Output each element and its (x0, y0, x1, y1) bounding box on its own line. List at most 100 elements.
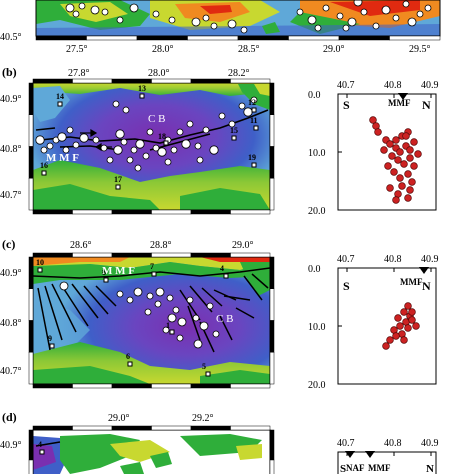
station-square-icon (223, 273, 229, 279)
epicenter-marker (168, 16, 176, 24)
panel-b-map: 14 13 12 11 18 15 16 17 19 C B M M F (28, 78, 275, 215)
epicenter-marker (167, 313, 177, 323)
epicenter-marker (210, 22, 218, 30)
station-number: 9 (48, 334, 52, 343)
hypocenter-marker (410, 162, 418, 170)
station-square-icon (49, 343, 55, 349)
epicenter-marker (157, 147, 167, 157)
station-square-icon (251, 162, 257, 168)
hypocenter-marker (382, 342, 390, 350)
station-number: 12 (248, 98, 256, 107)
hypocenter-marker (404, 170, 412, 178)
panel-c-faults (32, 267, 271, 353)
section-lat-tick: 40.8 (384, 438, 402, 449)
epicenter-marker (92, 136, 100, 144)
epicenter-marker (307, 15, 317, 25)
epicenter-marker (79, 133, 89, 143)
station-square-icon (205, 371, 211, 377)
station-number: 13 (138, 84, 146, 93)
hypocenter-marker (396, 322, 404, 330)
panel-b-stations: 14 13 12 11 18 15 16 17 19 (40, 84, 259, 190)
lon-tick-label: 28.2° (228, 68, 250, 79)
section-lat-tick: 40.7 (337, 80, 355, 91)
epicenter-marker (322, 4, 330, 12)
epicenter-marker (186, 296, 194, 304)
section-lat-tick: 40.8 (384, 254, 402, 265)
station-number: 16 (40, 161, 48, 170)
hypocenter-marker (412, 322, 420, 330)
hypocenter-marker (402, 132, 410, 140)
station-square-icon (139, 93, 145, 99)
panel-c-basin-label: C B (216, 313, 233, 325)
hypocenter-marker (400, 308, 408, 316)
panel-a-frame-bar (35, 35, 441, 41)
station-square-icon (253, 125, 259, 131)
hypocenter-marker (386, 336, 394, 344)
panel-b-section-north: N (422, 98, 431, 112)
epicenter-marker (342, 24, 350, 32)
lat-tick-label: 40.7° (0, 366, 22, 377)
epicenter-marker (130, 146, 138, 154)
hypocenter-marker (406, 146, 414, 154)
panel-d-section-fault-naf: NAF (346, 463, 365, 473)
panel-d-stations: 4 (38, 440, 45, 455)
epicenter-marker (135, 139, 145, 149)
hypocenter-marker (404, 324, 412, 332)
hypocenter-marker (398, 182, 406, 190)
epicenter-marker (177, 317, 187, 327)
lon-tick-label: 28.0° (148, 68, 170, 79)
section-depth-tick: 10.0 (308, 322, 326, 333)
epicenter-marker (164, 158, 172, 166)
panel-c-stations: 10 8 7 4 9 6 5 1 (36, 258, 229, 377)
epicenter-marker (196, 156, 204, 164)
epicenter-marker (243, 107, 253, 117)
panel-b-fault-label: M M F (46, 152, 79, 164)
station-square-icon (251, 107, 257, 113)
epicenter-marker (133, 287, 143, 297)
panel-d-frame-bar (28, 425, 275, 474)
section-depth-tick: 20.0 (308, 380, 326, 391)
station-number: 17 (114, 175, 122, 184)
station-square-icon (151, 271, 157, 277)
epicenter-marker (65, 3, 75, 13)
hypocenter-marker (394, 314, 402, 322)
epicenter-marker (191, 17, 201, 27)
epicenter-marker (154, 300, 162, 308)
panel-b-epicenters (35, 96, 258, 172)
epicenter-marker (90, 5, 100, 15)
epicenter-marker (372, 22, 380, 30)
lat-tick-label: 40.9° (0, 440, 22, 451)
hypocenter-marker (390, 168, 398, 176)
epicenter-marker (181, 139, 191, 149)
epicenter-marker (407, 17, 417, 27)
panel-c-section: 40.7 40.8 40.9 0.0 10.0 20.0 S N MMF (308, 254, 439, 391)
station-square-icon (103, 277, 109, 283)
hypocenter-marker (392, 332, 400, 340)
section-lat-tick: 40.9 (421, 438, 439, 449)
hypocenter-marker (386, 184, 394, 192)
lon-tick-label: 29.0° (232, 240, 254, 251)
epicenter-marker (360, 8, 368, 16)
panel-d-section-south: S (340, 463, 346, 474)
epicenter-marker (122, 106, 130, 114)
epicenter-marker (199, 321, 209, 331)
station-number: 6 (126, 352, 130, 361)
epicenter-marker (176, 128, 184, 136)
epicenter-marker (186, 120, 194, 128)
hypocenter-marker (408, 178, 416, 186)
epicenter-marker (402, 0, 410, 8)
station-number: 11 (250, 116, 258, 125)
hypocenter-marker (384, 162, 392, 170)
panel-b-section-fault: MMF (388, 98, 411, 108)
hypocenter-marker (386, 140, 394, 148)
epicenter-marker (162, 326, 170, 334)
panel-b-frame-bar (28, 78, 275, 215)
panel-b-fault-marker-icon (398, 93, 408, 100)
station-square-icon (57, 101, 63, 107)
epicenter-marker (152, 144, 160, 152)
panel-a-lat-tick: 40.5° (0, 32, 22, 43)
epicenter-marker (155, 287, 165, 297)
station-square-icon (127, 361, 133, 367)
epicenter-marker (353, 0, 363, 7)
epicenter-marker (347, 17, 357, 27)
